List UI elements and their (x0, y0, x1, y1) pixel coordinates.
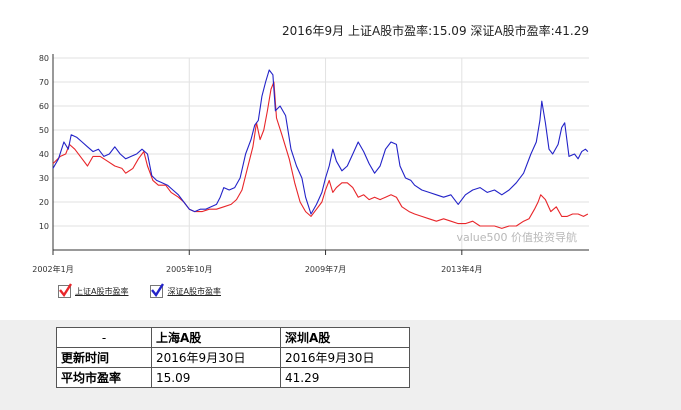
x-tick-label: 2013年4月 (441, 264, 482, 274)
x-tick-label: 2005年10月 (166, 264, 213, 274)
y-tick-label: 80 (39, 54, 49, 63)
series-line-shenzhen (52, 69, 589, 215)
table-header-corner: - (56, 327, 152, 348)
watermark: value500 价值投资导航 (456, 230, 577, 244)
table-header-row: - 上海A股 深圳A股 (56, 327, 410, 348)
y-tick-label: 70 (39, 78, 49, 87)
y-axis-ticks: 10 20 30 40 50 60 70 80 (39, 54, 49, 231)
legend-item-shenzhen[interactable]: 深证A股市盈率 (150, 283, 221, 298)
table-row: 更新时间 2016年9月30日 2016年9月30日 (56, 347, 410, 368)
y-tick-label: 30 (39, 174, 49, 183)
y-tick-label: 60 (39, 102, 49, 111)
x-axis-ticks: 2002年1月 2005年10月 2009年7月 2013年4月 (32, 250, 483, 274)
blue-checkbox-icon[interactable] (150, 283, 165, 298)
legend: 上证A股市盈率 深证A股市盈率 (58, 283, 221, 298)
row-label-update-time: 更新时间 (56, 347, 152, 368)
red-checkbox-icon[interactable] (58, 283, 72, 298)
legend-item-shanghai[interactable]: 上证A股市盈率 (58, 283, 129, 298)
table-header-shanghai: 上海A股 (151, 327, 281, 348)
chart-title: 2016年9月 上证A股市盈率:15.09 深证A股市盈率:41.29 (282, 23, 589, 38)
row-label-avg-pe: 平均市盈率 (56, 367, 152, 388)
table-row: 平均市盈率 15.09 41.29 (56, 367, 410, 388)
axes (52, 54, 589, 251)
summary-table: - 上海A股 深圳A股 更新时间 2016年9月30日 2016年9月30日 平… (56, 327, 410, 388)
y-tick-label: 50 (39, 126, 49, 135)
series-line-shanghai (52, 81, 589, 229)
pe-ratio-chart: 2016年9月 上证A股市盈率:15.09 深证A股市盈率:41.29 10 20… (32, 23, 589, 274)
y-tick-label: 40 (39, 150, 49, 159)
cell-sz-avg-pe: 41.29 (280, 367, 410, 388)
summary-panel: - 上海A股 深圳A股 更新时间 2016年9月30日 2016年9月30日 平… (0, 320, 681, 410)
table-header-shenzhen: 深圳A股 (280, 327, 410, 348)
gridlines (52, 57, 589, 250)
y-tick-label: 20 (39, 198, 49, 207)
y-tick-label: 10 (39, 222, 49, 231)
x-tick-label: 2002年1月 (32, 264, 73, 274)
series-lines (52, 69, 589, 229)
legend-label-shenzhen[interactable]: 深证A股市盈率 (167, 287, 221, 296)
x-tick-label: 2009年7月 (305, 264, 346, 274)
cell-sh-update-time: 2016年9月30日 (151, 347, 281, 368)
legend-label-shanghai[interactable]: 上证A股市盈率 (75, 287, 129, 296)
cell-sh-avg-pe: 15.09 (151, 367, 281, 388)
cell-sz-update-time: 2016年9月30日 (280, 347, 410, 368)
